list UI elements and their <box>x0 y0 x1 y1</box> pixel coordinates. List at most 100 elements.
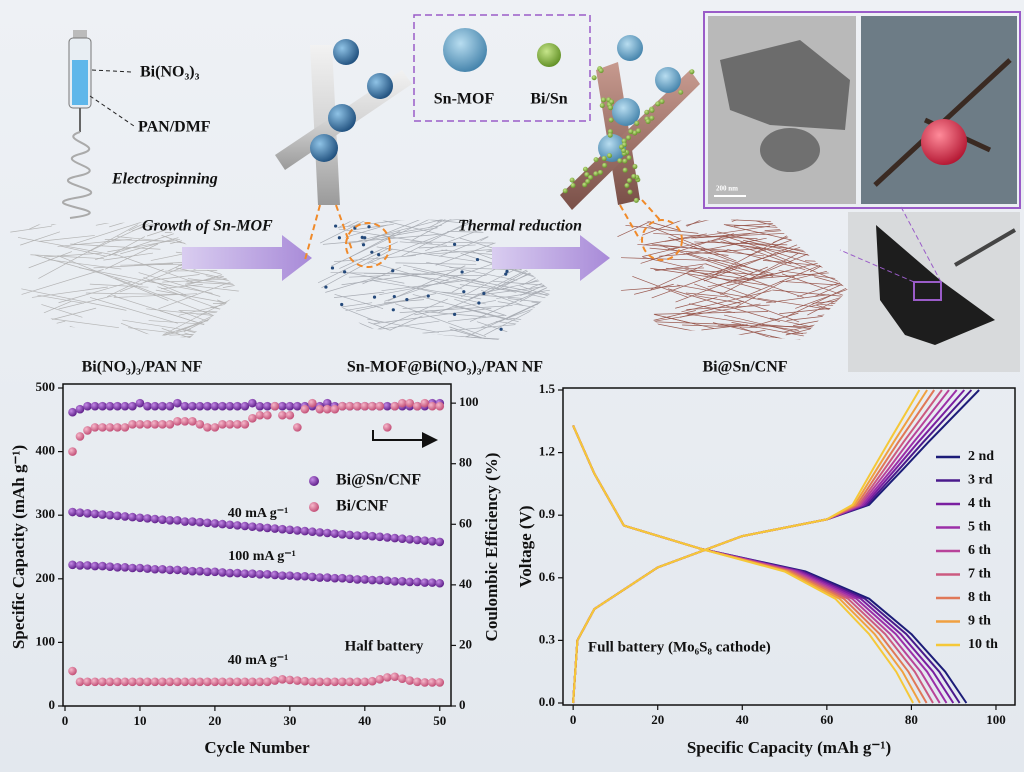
data-point <box>263 570 272 579</box>
x-tick-label: 40 <box>736 712 749 727</box>
fiber <box>652 303 761 322</box>
fiber <box>414 300 497 316</box>
mof-dot <box>452 312 457 316</box>
fiber <box>358 219 473 242</box>
fiber <box>105 243 159 270</box>
x-tick-label: 30 <box>283 713 296 728</box>
photo-frame <box>703 11 1021 209</box>
data-point <box>338 677 347 687</box>
data-point <box>218 568 227 577</box>
data-point <box>98 677 107 687</box>
data-point <box>345 574 355 584</box>
mof-dot <box>460 270 464 274</box>
data-point <box>120 401 130 411</box>
fiber <box>460 263 527 298</box>
fiber-mat <box>318 219 552 340</box>
fiber <box>653 233 758 240</box>
bisn-dot <box>645 118 651 124</box>
data-point <box>382 533 392 542</box>
data-point <box>248 398 257 408</box>
fiber <box>37 294 84 304</box>
fiber <box>57 238 132 247</box>
fiber <box>686 304 770 310</box>
y-tick-label: 200 <box>36 570 56 585</box>
data-point <box>323 528 332 538</box>
bisn-dot <box>624 183 630 189</box>
fiber <box>686 313 799 331</box>
fiber <box>676 284 776 303</box>
fiber <box>89 297 178 324</box>
data-point <box>382 423 392 432</box>
data-point <box>427 401 437 411</box>
fiber <box>726 259 832 287</box>
bisn-dot <box>621 138 627 144</box>
fiber <box>376 224 442 237</box>
data-point <box>285 675 295 685</box>
data-point <box>150 420 160 429</box>
data-point <box>68 507 77 517</box>
mof-dot <box>367 225 371 229</box>
data-point <box>165 420 175 429</box>
fiber <box>128 222 171 232</box>
fiber <box>131 222 217 232</box>
bisn-dot <box>626 178 632 184</box>
fiber <box>161 284 203 290</box>
data-point <box>203 401 212 411</box>
data-point <box>173 677 182 687</box>
fiber <box>492 280 552 289</box>
bisn-dot <box>600 97 606 103</box>
bisn-dot <box>584 172 590 178</box>
data-point <box>225 677 235 687</box>
legend-label: Bi@Sn/CNF <box>336 472 421 489</box>
fiber <box>655 321 742 326</box>
bisn-dot <box>570 182 576 188</box>
fiber <box>766 294 829 304</box>
bisn-dot <box>622 158 628 164</box>
bisn-dot <box>593 157 599 163</box>
data-point <box>405 398 415 408</box>
fiber <box>367 318 439 333</box>
fiber <box>121 334 206 338</box>
fiber <box>694 283 800 323</box>
data-point <box>188 677 197 687</box>
fiber <box>530 261 552 289</box>
data-point <box>135 513 145 523</box>
mof-dot <box>372 295 377 299</box>
fiber <box>376 246 476 262</box>
data-point <box>158 515 167 524</box>
data-point <box>135 563 145 573</box>
bisn-dot <box>649 115 655 121</box>
data-point <box>120 512 130 521</box>
legend-label: Sn-MOF <box>434 91 495 108</box>
bisn-dot <box>593 171 599 177</box>
step-label: Thermal reduction <box>458 218 582 235</box>
bisn-dot <box>632 130 638 136</box>
data-point <box>113 677 122 687</box>
bisn-dot <box>649 107 655 113</box>
data-point <box>420 578 430 587</box>
data-point <box>255 401 265 411</box>
fiber <box>719 238 792 265</box>
data-point <box>135 677 145 687</box>
fiber <box>621 257 729 262</box>
film-photo <box>839 204 1020 372</box>
data-point <box>210 677 220 687</box>
legend-label: 7 th <box>968 567 991 582</box>
data-point <box>225 520 235 530</box>
legend-label: 6 th <box>968 543 991 558</box>
fiber <box>339 241 398 269</box>
fiber <box>469 276 552 322</box>
bisn-dot <box>631 173 637 179</box>
data-point <box>68 560 77 570</box>
data-point <box>285 401 295 411</box>
data-point <box>218 677 227 687</box>
fiber <box>89 283 149 288</box>
data-point <box>270 676 280 685</box>
mof-dot <box>391 308 395 312</box>
bisn-dot <box>632 164 638 170</box>
data-point <box>165 565 175 575</box>
data-point <box>420 398 430 408</box>
data-point <box>203 567 212 577</box>
data-point <box>315 677 325 687</box>
process-arrow <box>182 235 312 281</box>
